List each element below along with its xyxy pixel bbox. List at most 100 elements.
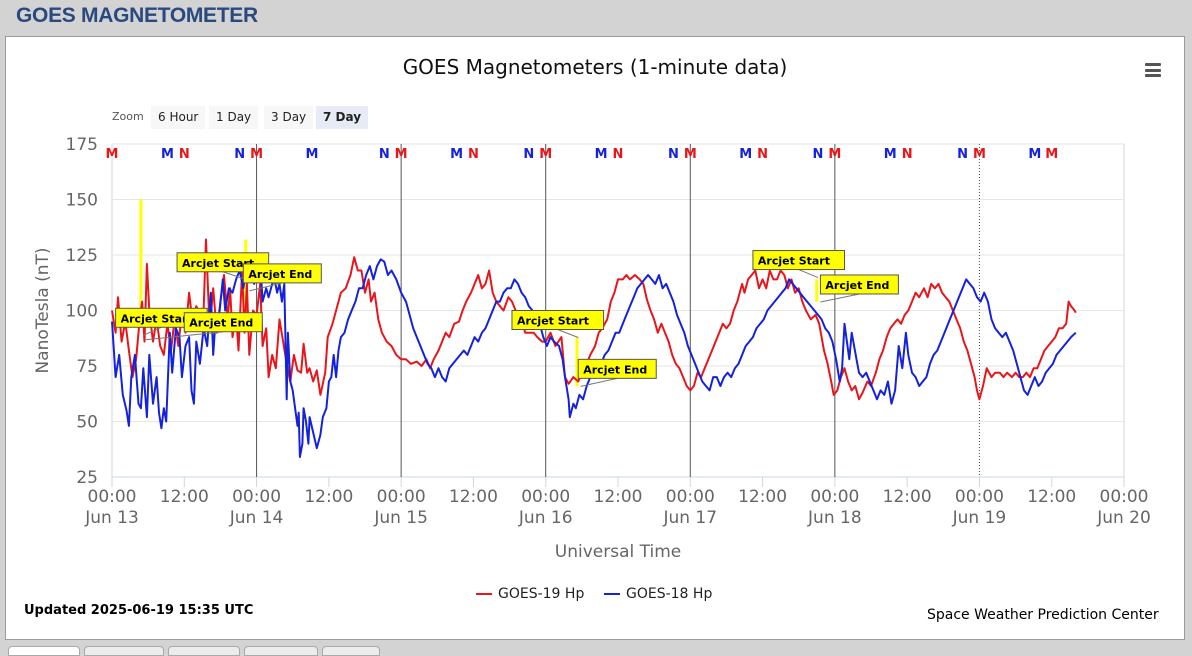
x-tick-date-label: Jun 18: [807, 508, 862, 528]
m-marker-blue: M: [884, 147, 897, 162]
arcjet-label-box: [511, 310, 605, 330]
x-tick-date-label: Jun 16: [518, 508, 573, 528]
arcjet-label: Arcjet Start: [182, 257, 254, 270]
series-line-goes19: [111, 238, 1077, 401]
x-tick-time-label: 12:00: [738, 487, 787, 507]
x-tick-time-label: 00:00: [1100, 487, 1149, 507]
credit-text: Space Weather Prediction Center: [927, 607, 1159, 623]
chart-panel: GOES Magnetometers (1-minute data) Zoom …: [5, 36, 1185, 640]
x-tick-time-label: 00:00: [810, 487, 859, 507]
n-marker-red: N: [902, 147, 913, 162]
y-tick-label: 50: [76, 413, 98, 433]
zoom-3-day-button[interactable]: 3 Day: [264, 106, 314, 129]
arcjet-label: Arcjet Start: [758, 255, 830, 268]
m-marker-red: M: [250, 147, 263, 162]
arcjet-label: Arcjet End: [583, 363, 647, 376]
arcjet-connector: [249, 282, 283, 292]
x-tick-date-label: Jun 13: [84, 508, 139, 528]
zoom-7-day-button[interactable]: 7 Day: [316, 106, 369, 129]
x-tick-date-label: Jun 15: [373, 508, 428, 528]
x-tick-time-label: 00:00: [666, 487, 715, 507]
arcjet-label: Arcjet Start: [121, 312, 193, 325]
y-axis-title: NanoTesla (nT): [33, 247, 53, 373]
zoom-1-day-button[interactable]: 1 Day: [209, 106, 259, 129]
x-tick-date-label: Jun 14: [229, 508, 284, 528]
updated-timestamp: Updated 2025-06-19 15:35 UTC: [24, 603, 254, 618]
arcjet-connector: [580, 377, 618, 387]
arcjet-connector: [143, 326, 162, 336]
x-tick-time-label: 12:00: [1027, 487, 1076, 507]
x-tick-time-label: 00:00: [521, 487, 570, 507]
arcjet-label-box: [242, 263, 322, 284]
x-axis-title: Universal Time: [555, 542, 681, 562]
m-marker-blue: M: [1028, 147, 1041, 162]
n-marker-blue: N: [957, 147, 968, 162]
chart-title: GOES Magnetometers (1-minute data): [402, 55, 788, 79]
arcjet-label-box: [183, 312, 263, 333]
bottom-tab[interactable]: [168, 646, 240, 656]
n-marker-red: N: [757, 147, 768, 162]
y-tick-label: 175: [66, 135, 98, 155]
m-marker-red: M: [106, 147, 119, 162]
m-marker-red: M: [539, 147, 552, 162]
y-tick-label: 150: [66, 191, 98, 211]
m-marker-blue: M: [739, 147, 752, 162]
x-tick-time-label: 00:00: [377, 487, 426, 507]
n-marker-blue: N: [379, 147, 390, 162]
y-tick-label: 25: [76, 468, 98, 488]
m-marker-blue: M: [450, 147, 463, 162]
m-marker-red: M: [395, 147, 408, 162]
bottom-tab[interactable]: [84, 646, 164, 656]
n-marker-red: N: [179, 147, 190, 162]
m-marker-blue: M: [161, 147, 174, 162]
n-marker-blue: N: [523, 147, 534, 162]
m-marker-blue: M: [306, 147, 319, 162]
legend-item-goes19[interactable]: GOES-19 Hp: [476, 586, 584, 602]
arcjet-label-box: [819, 274, 899, 295]
legend-label-goes19: GOES-19 Hp: [498, 586, 585, 602]
x-tick-time-label: 12:00: [304, 487, 353, 507]
x-tick-date-label: Jun 17: [662, 508, 717, 528]
n-marker-blue: N: [668, 147, 679, 162]
legend-item-goes18[interactable]: GOES-18 Hp: [604, 586, 712, 602]
arcjet-connector: [820, 293, 860, 303]
bottom-tab[interactable]: [244, 646, 318, 656]
legend-label-goes18: GOES-18 Hp: [626, 586, 713, 602]
x-tick-time-label: 12:00: [449, 487, 498, 507]
x-tick-time-label: 12:00: [594, 487, 643, 507]
m-marker-red: M: [973, 147, 986, 162]
m-marker-red: M: [828, 147, 841, 162]
arcjet-label-box: [577, 358, 657, 379]
n-marker-blue: N: [813, 147, 824, 162]
y-tick-label: 75: [76, 357, 98, 377]
arcjet-connector: [798, 269, 819, 279]
n-marker-red: N: [468, 147, 479, 162]
page-title: GOES MAGNETOMETER: [16, 4, 258, 27]
x-tick-time-label: 00:00: [88, 487, 137, 507]
arcjet-label-box: [752, 250, 846, 271]
arcjet-label: Arcjet Start: [517, 315, 589, 328]
m-marker-blue: M: [595, 147, 608, 162]
x-tick-date-label: Jun 19: [952, 508, 1007, 528]
arcjet-connector: [145, 331, 224, 341]
arcjet-label: Arcjet End: [248, 268, 312, 281]
zoom-6-hour-button[interactable]: 6 Hour: [151, 106, 206, 129]
m-marker-red: M: [1045, 147, 1058, 162]
n-marker-red: N: [613, 147, 624, 162]
y-tick-label: 100: [66, 302, 98, 322]
bottom-tab[interactable]: [322, 646, 380, 656]
y-tick-label: 125: [66, 246, 98, 266]
arcjet-connector: [557, 329, 579, 338]
n-marker-blue: N: [234, 147, 245, 162]
x-tick-date-label: Jun 20: [1096, 508, 1151, 528]
x-tick-time-label: 12:00: [160, 487, 209, 507]
legend-swatch-goes18: [604, 593, 620, 595]
m-marker-red: M: [684, 147, 697, 162]
x-tick-time-label: 00:00: [232, 487, 281, 507]
legend-swatch-goes19: [476, 593, 492, 595]
bottom-tab[interactable]: [8, 646, 80, 656]
chart-menu-icon[interactable]: [1145, 63, 1161, 77]
x-tick-time-label: 12:00: [883, 487, 932, 507]
arcjet-label: Arcjet End: [189, 317, 253, 330]
